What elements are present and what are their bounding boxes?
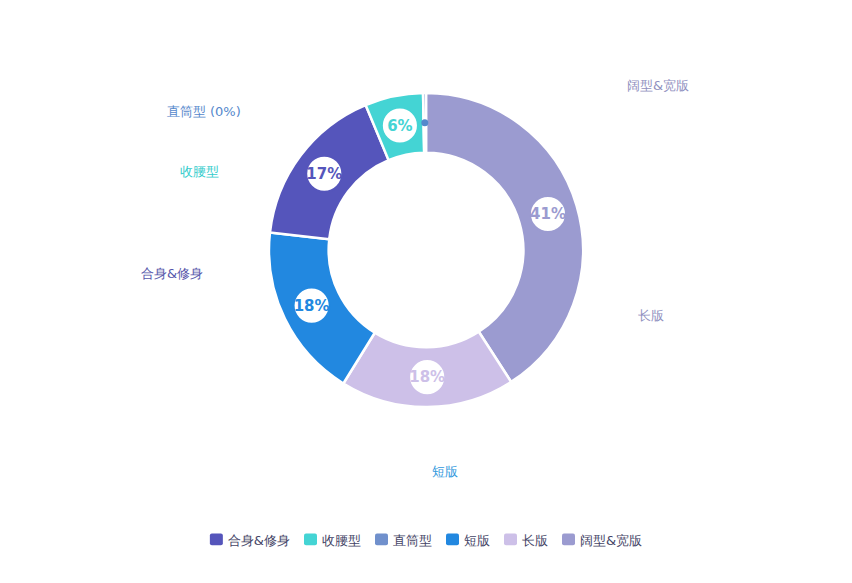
- legend-label: 长版: [522, 533, 548, 548]
- legend-label: 阔型&宽版: [580, 533, 642, 548]
- legend-label: 直筒型: [393, 533, 432, 548]
- label-bubble: [294, 288, 330, 324]
- legend-swatch: [504, 534, 517, 546]
- label-bubble: [530, 196, 566, 232]
- slice: [269, 233, 375, 384]
- slice-indicator: [421, 119, 428, 126]
- data-label: 41%: [530, 205, 566, 223]
- legend-swatch: [375, 534, 388, 546]
- data-label: 17%: [306, 165, 342, 183]
- legend-swatch: [210, 534, 223, 546]
- slice: [366, 93, 425, 160]
- annotation: 合身&修身: [141, 266, 203, 281]
- slice: [270, 105, 389, 239]
- data-label: 6%: [387, 117, 412, 135]
- legend-label: 收腰型: [322, 533, 361, 548]
- legend-label: 短版: [464, 533, 490, 548]
- annotation: 短版: [432, 464, 458, 479]
- data-label: 18%: [409, 368, 445, 386]
- label-bubble: [409, 359, 445, 395]
- legend-swatch: [446, 534, 459, 546]
- slices: [269, 93, 583, 407]
- legend: 合身&修身 收腰型 直筒型 短版 长版 阔型&宽版: [210, 533, 642, 548]
- legend-swatch: [304, 534, 317, 546]
- annotation: 阔型&宽版: [627, 78, 689, 93]
- label-bubble: [382, 107, 418, 143]
- legend-label: 合身&修身: [228, 533, 290, 548]
- annotations: 阔型&宽版长版短版 合身&修身 收腰型 直筒型 (0%): [141, 78, 689, 480]
- annotation: 长版: [638, 308, 664, 323]
- slice: [426, 93, 583, 382]
- annotation: 收腰型: [180, 164, 219, 179]
- data-label: 18%: [294, 297, 330, 315]
- label-bubble: [306, 156, 342, 192]
- data-labels: 41% 18% 18% 17% 6%: [294, 107, 566, 395]
- legend-swatch: [562, 534, 575, 546]
- chart: 41%18%18%17%6%阔型&宽版长版短版合身&修身收腰型直筒型 (0%)合…: [0, 0, 852, 583]
- annotation: 直筒型 (0%): [167, 104, 241, 119]
